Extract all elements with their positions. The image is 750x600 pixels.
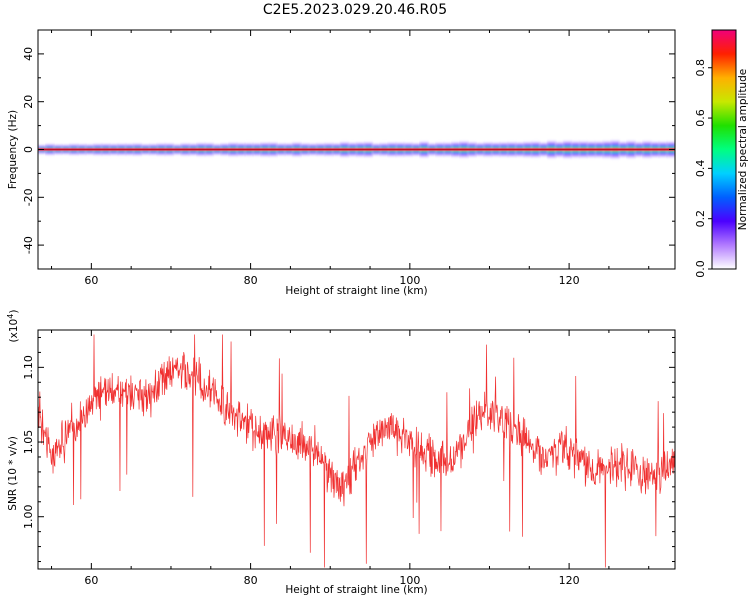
snr-x-tick-label: 60 <box>84 574 98 587</box>
snr-x-label: Height of straight line (km) <box>285 584 427 596</box>
spectrogram-ticks: 60 80 100 120 -40 -20 0 20 40 <box>22 29 675 287</box>
spectrogram-y-tick-label: -20 <box>22 188 35 206</box>
snr-panel: 60 80 100 120 1.00 1.05 1.10 Height of straigh… <box>6 310 676 596</box>
spectrogram-y-label: Frequency (Hz) <box>7 110 19 189</box>
colorbar: 0.0 0.2 0.4 0.6 0.8 Normalized spectral ampl… <box>694 29 749 278</box>
spectrogram-panel: 60 80 100 120 -40 -20 0 20 40 Height of straight… <box>7 29 676 297</box>
colorbar-gradient <box>712 30 736 269</box>
snr-y-tick-label: 1.00 <box>22 504 35 529</box>
spectrogram-frame <box>37 29 676 270</box>
colorbar-tick-label: 0.4 <box>694 160 707 178</box>
snr-x-tick-label: 80 <box>244 574 258 587</box>
spectrogram-y-tick-label: -40 <box>22 236 35 254</box>
snr-y-tick-label: 1.10 <box>22 355 35 380</box>
colorbar-tick-label: 0.6 <box>694 109 707 127</box>
snr-y-tick-label: 1.05 <box>22 430 35 455</box>
snr-x-tick-label: 100 <box>399 574 420 587</box>
snr-series-line <box>38 334 675 568</box>
colorbar-frame <box>711 29 737 270</box>
snr-frame <box>37 329 676 570</box>
snr-multiplier: (x104) <box>6 310 20 343</box>
spectrogram-y-tick-label: 20 <box>22 95 35 109</box>
spectrogram-x-tick-label: 60 <box>84 274 98 287</box>
spectrogram-x-label: Height of straight line (km) <box>285 285 427 297</box>
snr-x-tick-label: 120 <box>559 574 580 587</box>
figure-title: C2E5.2023.029.20.46.R05 <box>263 2 447 18</box>
frequency-band <box>38 138 675 161</box>
spectrogram-y-tick-label: 40 <box>22 47 35 61</box>
spectrogram-y-tick-label: 0 <box>22 146 35 153</box>
colorbar-tick-label: 0.8 <box>694 59 707 77</box>
spectrogram-x-tick-label: 100 <box>399 274 420 287</box>
colorbar-ticks: 0.0 0.2 0.4 0.6 0.8 <box>694 59 712 278</box>
spectrogram-x-tick-label: 120 <box>559 274 580 287</box>
spectrogram-x-tick-label: 80 <box>244 274 258 287</box>
colorbar-tick-label: 0.0 <box>694 260 707 278</box>
colorbar-label: Normalized spectral amplitude <box>737 69 749 230</box>
colorbar-tick-label: 0.2 <box>694 210 707 228</box>
snr-y-label: SNR (10 * v/v) <box>7 436 19 511</box>
